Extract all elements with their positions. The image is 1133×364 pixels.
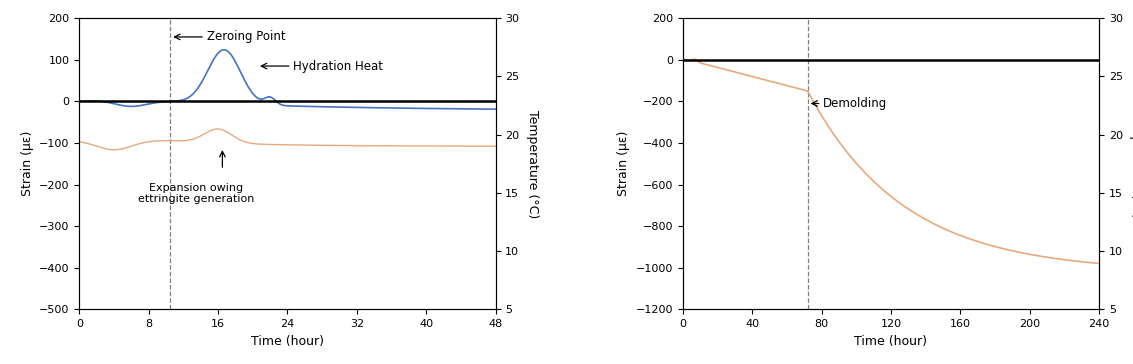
X-axis label: Time (hour): Time (hour) [854,335,928,348]
Y-axis label: Temperature (°C): Temperature (°C) [1130,110,1133,218]
Y-axis label: Temperature (°C): Temperature (°C) [526,110,539,218]
Text: Zeroing Point: Zeroing Point [206,31,286,43]
Text: Expansion owing
ettringite generation: Expansion owing ettringite generation [138,182,255,204]
Text: Demolding: Demolding [824,97,887,110]
Y-axis label: Strain (με): Strain (με) [617,131,630,197]
X-axis label: Time (hour): Time (hour) [250,335,324,348]
Y-axis label: Strain (με): Strain (με) [20,131,34,197]
Text: Hydration Heat: Hydration Heat [293,60,383,72]
